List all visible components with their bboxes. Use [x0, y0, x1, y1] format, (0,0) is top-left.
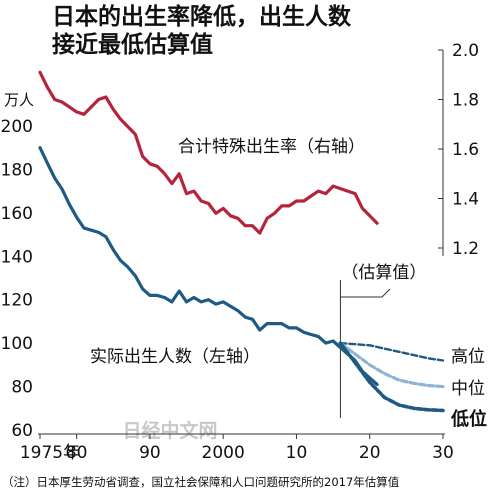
left-tick-label-120: 120	[1, 291, 33, 311]
footnote: （注）日本厚生劳动省调查，国立社会保障和人口问题研究所的2017年估算值	[2, 475, 400, 489]
x-tick-label-2000: 2000	[202, 443, 245, 463]
right-tick-label-2: 1.6	[452, 140, 479, 160]
series-line-2	[339, 341, 445, 362]
left-axis-unit: 万人	[4, 91, 34, 109]
label-low: 低位	[450, 408, 487, 430]
projection-bracket	[340, 288, 391, 298]
label-fertility: 合计特殊出生率（右轴）	[178, 137, 365, 157]
left-tick-label-200: 200	[1, 117, 33, 137]
left-tick-label-140: 140	[1, 247, 33, 267]
right-tick-label-1: 1.4	[452, 190, 479, 210]
x-tick-label-2020: 20	[359, 443, 381, 463]
x-tick-label-1975: 1975年	[20, 443, 80, 463]
series-layer	[38, 70, 445, 413]
left-tick-label-60: 60	[11, 421, 33, 441]
x-tick-label-2010: 10	[286, 443, 308, 463]
watermark: 日经中文网	[122, 419, 217, 442]
x-tick-label-1990: 90	[139, 443, 161, 463]
series-line-4	[338, 341, 445, 413]
x-tick-label-2030: 30	[432, 443, 454, 463]
label-high: 高位	[451, 347, 485, 367]
label-mid: 中位	[451, 379, 485, 399]
left-tick-label-160: 160	[1, 204, 33, 224]
right-tick-label-4: 2.0	[452, 41, 479, 61]
x-tick-label-1980: 80	[66, 443, 88, 463]
chart-title-line-2: 接近最低估算值	[52, 32, 213, 58]
left-tick-label-80: 80	[11, 378, 33, 398]
series-line-0	[38, 146, 379, 386]
right-tick-label-3: 1.8	[452, 91, 479, 111]
chart-title-line-1: 日本的出生率降低，出生人数	[52, 4, 351, 30]
label-births: 实际出生人数（左轴）	[90, 347, 260, 367]
left-tick-label-100: 100	[1, 334, 33, 354]
series-line-1	[38, 70, 379, 235]
series-line-3	[338, 341, 445, 389]
projection-label: （估算值）	[341, 263, 426, 283]
left-tick-label-180: 180	[1, 160, 33, 180]
right-tick-label-0: 1.2	[452, 239, 479, 259]
